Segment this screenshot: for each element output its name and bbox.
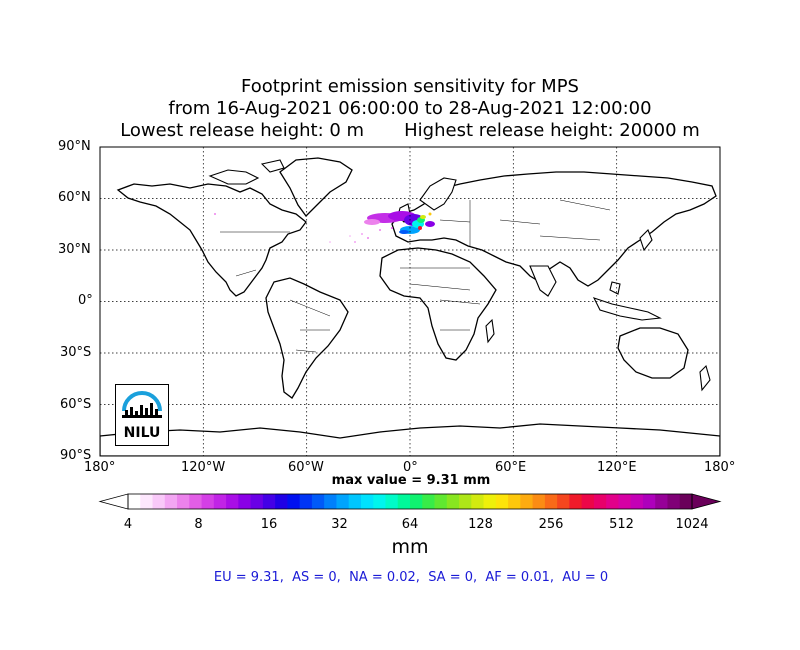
colorbar-swatch (250, 494, 264, 509)
colorbar-tick-label: 256 (538, 517, 564, 532)
colorbar-swatch (642, 494, 656, 509)
colorbar-swatch (299, 494, 313, 509)
colorbar-swatch (189, 494, 202, 509)
colorbar-swatch (311, 494, 325, 509)
colorbar-tick-label: 512 (609, 517, 634, 532)
colorbar-unit: mm (391, 536, 429, 558)
colorbar-swatch (226, 494, 239, 509)
colorbar-swatch (348, 494, 362, 509)
lon-tick: 120°W (181, 460, 226, 475)
nilu-logo: NILU (115, 384, 169, 446)
colorbar-swatch (532, 494, 546, 509)
colorbar-swatch (164, 494, 178, 509)
max-value-label: max value = 9.31 mm (331, 473, 491, 488)
title-line-2: from 16-Aug-2021 06:00:00 to 28-Aug-2021… (168, 98, 652, 119)
colorbar-swatch (128, 494, 141, 509)
colorbar-swatch (287, 494, 301, 509)
colorbar-tick-label: 128 (468, 517, 493, 532)
lat-tick: 0° (78, 293, 93, 308)
colorbar-tick-label: 32 (331, 517, 348, 532)
lon-tick: 0° (403, 460, 418, 475)
lat-tick: 60°S (60, 397, 92, 412)
colorbar-tick-label: 64 (401, 517, 419, 532)
colorbar-swatch (262, 494, 276, 509)
lon-tick: 120°E (597, 460, 637, 475)
colorbar-swatch (275, 494, 288, 509)
colorbar-swatch (385, 494, 399, 509)
lat-tick: 30°N (58, 242, 91, 257)
colorbar-swatch (569, 494, 583, 509)
colorbar-swatch (336, 494, 350, 509)
nilu-logo-icon (122, 391, 162, 418)
lat-tick: 60°N (58, 190, 91, 205)
colorbar-swatch (606, 494, 619, 509)
land-scandinavia (419, 177, 457, 211)
colorbar-extend-high (691, 493, 722, 510)
colorbar-swatch (459, 494, 472, 509)
lat-tick: 90°N (58, 139, 91, 154)
colorbar-swatch (213, 494, 227, 509)
grid-lines (100, 147, 720, 456)
colorbar-swatch (557, 494, 570, 509)
colorbar-swatch (544, 494, 558, 509)
land-north-america (116, 183, 307, 297)
lon-tick: 60°W (288, 460, 324, 475)
land-india (529, 265, 557, 297)
colorbar-swatch (422, 494, 435, 509)
colorbar-swatch (495, 494, 509, 509)
colorbar-swatch (593, 494, 607, 509)
footprint-plume (214, 211, 435, 243)
colorbar-swatch (667, 494, 681, 509)
lon-tick: 60°E (495, 460, 527, 475)
land-south-america (265, 277, 349, 399)
colorbar-swatch (630, 494, 644, 509)
colorbar-swatch (373, 494, 386, 509)
colorbar-tick-label: 16 (260, 517, 278, 532)
land-indonesia (592, 297, 662, 321)
figure-title: Footprint emission sensitivity for MPS f… (0, 76, 800, 142)
colorbar-swatch (520, 494, 534, 509)
colorbar-swatch (410, 494, 423, 509)
colorbar-swatch (581, 494, 595, 509)
colorbar-swatch (177, 494, 190, 509)
title-line-3: Lowest release height: 0 m Highest relea… (120, 120, 700, 141)
colorbar-swatch (483, 494, 497, 509)
land-eurasia (391, 171, 717, 287)
colorbar-swatch (140, 494, 153, 509)
title-line-1: Footprint emission sensitivity for MPS (241, 76, 579, 97)
colorbar-swatch (434, 494, 448, 509)
colorbar-swatch (152, 494, 166, 509)
lat-tick: 90°S (60, 448, 92, 463)
lat-tick: 30°S (60, 345, 92, 360)
colorbar-swatch (238, 494, 252, 509)
colorbar-frame (127, 493, 693, 510)
map-frame (99, 146, 721, 457)
land-africa (379, 247, 497, 361)
land-greenland (279, 157, 353, 217)
colorbar-swatch (655, 494, 668, 509)
colorbar-swatch (446, 494, 460, 509)
colorbar-swatch (508, 494, 521, 509)
colorbar-tick-label: 1024 (675, 517, 709, 532)
lon-tick: 180° (704, 460, 736, 475)
colorbar (98, 493, 722, 510)
colorbar-swatch (201, 494, 215, 509)
land-arctic-islands (208, 169, 260, 185)
colorbar-swatch (618, 494, 632, 509)
lon-tick: 180° (84, 460, 116, 475)
nilu-logo-text: NILU (123, 425, 161, 441)
colorbar-swatch (397, 494, 411, 509)
colorbar-swatch (324, 494, 337, 509)
region-values: EU = 9.31, AS = 0, NA = 0.02, SA = 0, AF… (213, 570, 609, 585)
colorbar-swatch (360, 494, 374, 509)
colorbar-tick-label: 4 (123, 517, 133, 532)
colorbar-swatch (471, 494, 484, 509)
country-borders (220, 199, 611, 353)
colorbar-swatch (679, 494, 693, 509)
land-japan (639, 229, 653, 252)
colorbar-tick-label: 8 (194, 517, 203, 532)
colorbar-extend-low (98, 493, 129, 510)
